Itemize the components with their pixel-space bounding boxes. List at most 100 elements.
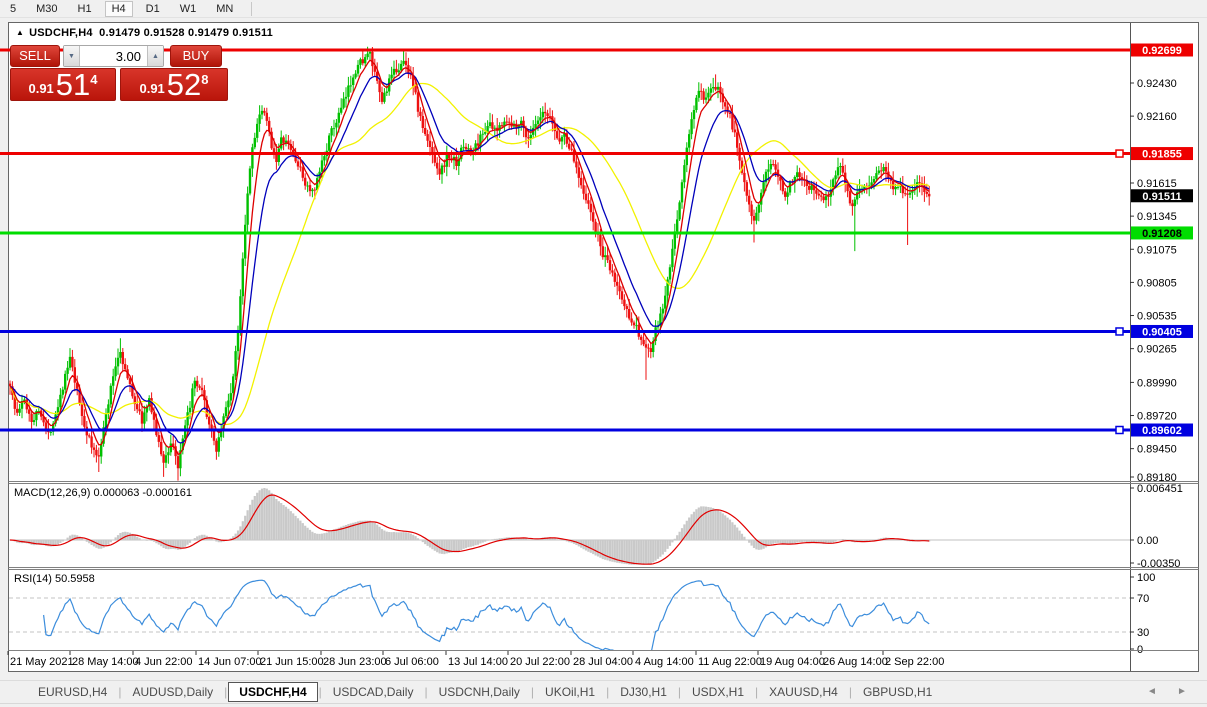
moving-average-38 xyxy=(9,82,930,426)
price-line-scale-label xyxy=(1131,43,1193,57)
triangle-up-icon: ▲ xyxy=(152,52,159,60)
chart-symbol: USDCHF,H4 xyxy=(29,27,93,39)
timeframe-button-w1[interactable]: W1 xyxy=(179,2,197,15)
price-tick-label: 0.92430 xyxy=(1137,78,1177,90)
tab-separator: | xyxy=(677,685,681,699)
volume-input[interactable] xyxy=(80,46,147,66)
chart-tab-gbpusd-h1[interactable]: GBPUSD,H1 xyxy=(862,685,933,699)
time-tick-label: 2 Sep 22:00 xyxy=(885,656,944,668)
time-tick-label: 20 Jul 22:00 xyxy=(510,656,570,668)
candlestick-series xyxy=(9,46,931,481)
tab-separator: | xyxy=(224,685,228,699)
price-tick-label: 0.91075 xyxy=(1137,244,1177,256)
volume-stepper: ▼ ▲ xyxy=(63,45,164,67)
timeframe-button-h4[interactable]: H4 xyxy=(104,0,133,17)
price-line-handle[interactable] xyxy=(1115,425,1124,435)
chart-window: 0.92699 0.91855 0.91208 0.90405 0.89602 0.924… xyxy=(0,22,1199,672)
tab-scroll-left-icon[interactable]: ◄ xyxy=(1147,686,1157,697)
time-tick-label: 19 Aug 04:00 xyxy=(760,656,825,668)
buy-button[interactable]: BUY xyxy=(170,45,222,67)
time-tick-label: 6 Jul 06:00 xyxy=(385,656,439,668)
rsi-scale-label: 100 xyxy=(1137,572,1155,584)
chart-tab-bar: EURUSD,H4 | AUDUSD,Daily | USDCHF,H4 | USDCAD,… xyxy=(0,680,1207,703)
chart-tab-eurusd-h4[interactable]: EURUSD,H4 xyxy=(38,685,108,699)
price-tick-label: 0.92160 xyxy=(1137,111,1177,123)
price-line-scale-label xyxy=(1131,324,1193,338)
macd-signal-line xyxy=(9,494,930,565)
buy-price-pip: 8 xyxy=(201,72,209,87)
toolbar-separator xyxy=(251,1,253,16)
price-tick-label: 0.90805 xyxy=(1137,277,1177,289)
timeframe-button-m30[interactable]: M30 xyxy=(36,2,58,15)
price-line-scale-label xyxy=(1131,226,1193,240)
buy-price-main: 52 xyxy=(166,67,202,102)
buy-price-prefix: 0.91 xyxy=(139,81,165,96)
volume-increase-button[interactable]: ▲ xyxy=(147,46,163,66)
chart-tab-xauusd-h4[interactable]: XAUUSD,H4 xyxy=(769,685,838,699)
buy-price-display[interactable]: 0.91 52 8 xyxy=(120,68,228,101)
sell-price-prefix: 0.91 xyxy=(28,81,54,96)
timeframe-button-mn[interactable]: MN xyxy=(216,2,234,15)
price-tick-label: 0.89990 xyxy=(1137,377,1177,389)
chart-title: ▲ USDCHF,H4 0.91479 0.91528 0.91479 0.915… xyxy=(16,27,273,39)
chart-tab-dj30-h1[interactable]: DJ30,H1 xyxy=(620,685,667,699)
timeframe-toolbar: 5 M30 H1 H4 D1 W1 MN xyxy=(0,0,1207,18)
chart-window-frame xyxy=(8,22,1199,672)
svg-text:0.91208: 0.91208 xyxy=(1142,228,1182,240)
chart-ohlc-values: 0.91479 0.91528 0.91479 0.91511 xyxy=(99,27,273,39)
chart-tab-usdcad-daily[interactable]: USDCAD,Daily xyxy=(332,685,414,699)
moving-average-14 xyxy=(9,72,930,444)
price-line-handle[interactable] xyxy=(1115,149,1124,158)
svg-text:0.91511: 0.91511 xyxy=(1142,191,1181,203)
tab-separator: | xyxy=(318,685,322,699)
time-tick-label: 28 Jun 23:00 xyxy=(323,656,387,668)
trade-panel-controls: SELL ▼ ▲ BUY xyxy=(10,45,228,67)
chart-tab-usdchf-h4[interactable]: USDCHF,H4 xyxy=(228,682,318,702)
time-tick-label: 14 Jun 07:00 xyxy=(198,656,262,668)
svg-text:0.90405: 0.90405 xyxy=(1142,326,1182,338)
rsi-line xyxy=(43,579,930,650)
time-tick-label: 4 Jun 22:00 xyxy=(135,656,193,668)
timeframe-button-d1[interactable]: D1 xyxy=(145,2,160,15)
price-tick-label: 0.90265 xyxy=(1137,344,1177,356)
tab-scroll-right-icon[interactable]: ► xyxy=(1177,686,1187,697)
chart-tab-usdx-h1[interactable]: USDX,H1 xyxy=(692,685,745,699)
tab-separator: | xyxy=(118,685,122,699)
svg-text:0.89602: 0.89602 xyxy=(1142,425,1182,437)
time-tick-label: 11 Aug 22:00 xyxy=(698,656,762,668)
chart-tab-audusd-daily[interactable]: AUDUSD,Daily xyxy=(132,685,214,699)
sell-price-pip: 4 xyxy=(90,72,98,87)
price-line-scale-label xyxy=(1131,147,1193,161)
svg-text:0.91855: 0.91855 xyxy=(1142,149,1182,161)
sell-price-display[interactable]: 0.91 51 4 xyxy=(10,68,116,101)
macd-scale-label: -0.00350 xyxy=(1137,558,1180,570)
volume-decrease-button[interactable]: ▼ xyxy=(64,46,80,66)
sell-price-main: 51 xyxy=(55,67,91,102)
price-line-scale-label xyxy=(1131,423,1193,437)
tab-separator: | xyxy=(848,685,852,699)
time-tick-label: 28 Jul 04:00 xyxy=(573,656,633,668)
chart-tab-ukoil-h1[interactable]: UKOil,H1 xyxy=(545,685,596,699)
time-tick-label: 21 Jun 15:00 xyxy=(260,656,324,668)
tab-separator: | xyxy=(530,685,535,699)
price-tick-label: 0.91345 xyxy=(1137,211,1177,223)
tab-separator: | xyxy=(606,685,610,699)
trade-panel-prices: 0.91 51 4 0.91 52 8 xyxy=(10,68,228,101)
price-chart-svg: 0.92699 0.91855 0.91208 0.90405 0.89602 0.924… xyxy=(0,22,1199,672)
timeframe-button-h1[interactable]: H1 xyxy=(77,2,92,15)
collapse-arrow-icon[interactable]: ▲ xyxy=(16,28,25,37)
status-strip xyxy=(0,703,1207,707)
rsi-scale-label: 70 xyxy=(1137,593,1149,605)
sell-button[interactable]: SELL xyxy=(10,45,60,67)
timeframe-button-5[interactable]: 5 xyxy=(10,2,17,15)
time-tick-label: 4 Aug 14:00 xyxy=(635,656,694,668)
macd-scale-label: 0.006451 xyxy=(1137,483,1183,495)
time-tick-label: 13 Jul 14:00 xyxy=(448,656,508,668)
tab-separator: | xyxy=(755,685,759,699)
rsi-scale-label: 30 xyxy=(1137,627,1149,639)
chart-tab-usdcnh-daily[interactable]: USDCNH,Daily xyxy=(438,685,520,699)
price-line-handle[interactable] xyxy=(1115,327,1124,336)
price-tick-label: 0.91615 xyxy=(1137,178,1177,190)
